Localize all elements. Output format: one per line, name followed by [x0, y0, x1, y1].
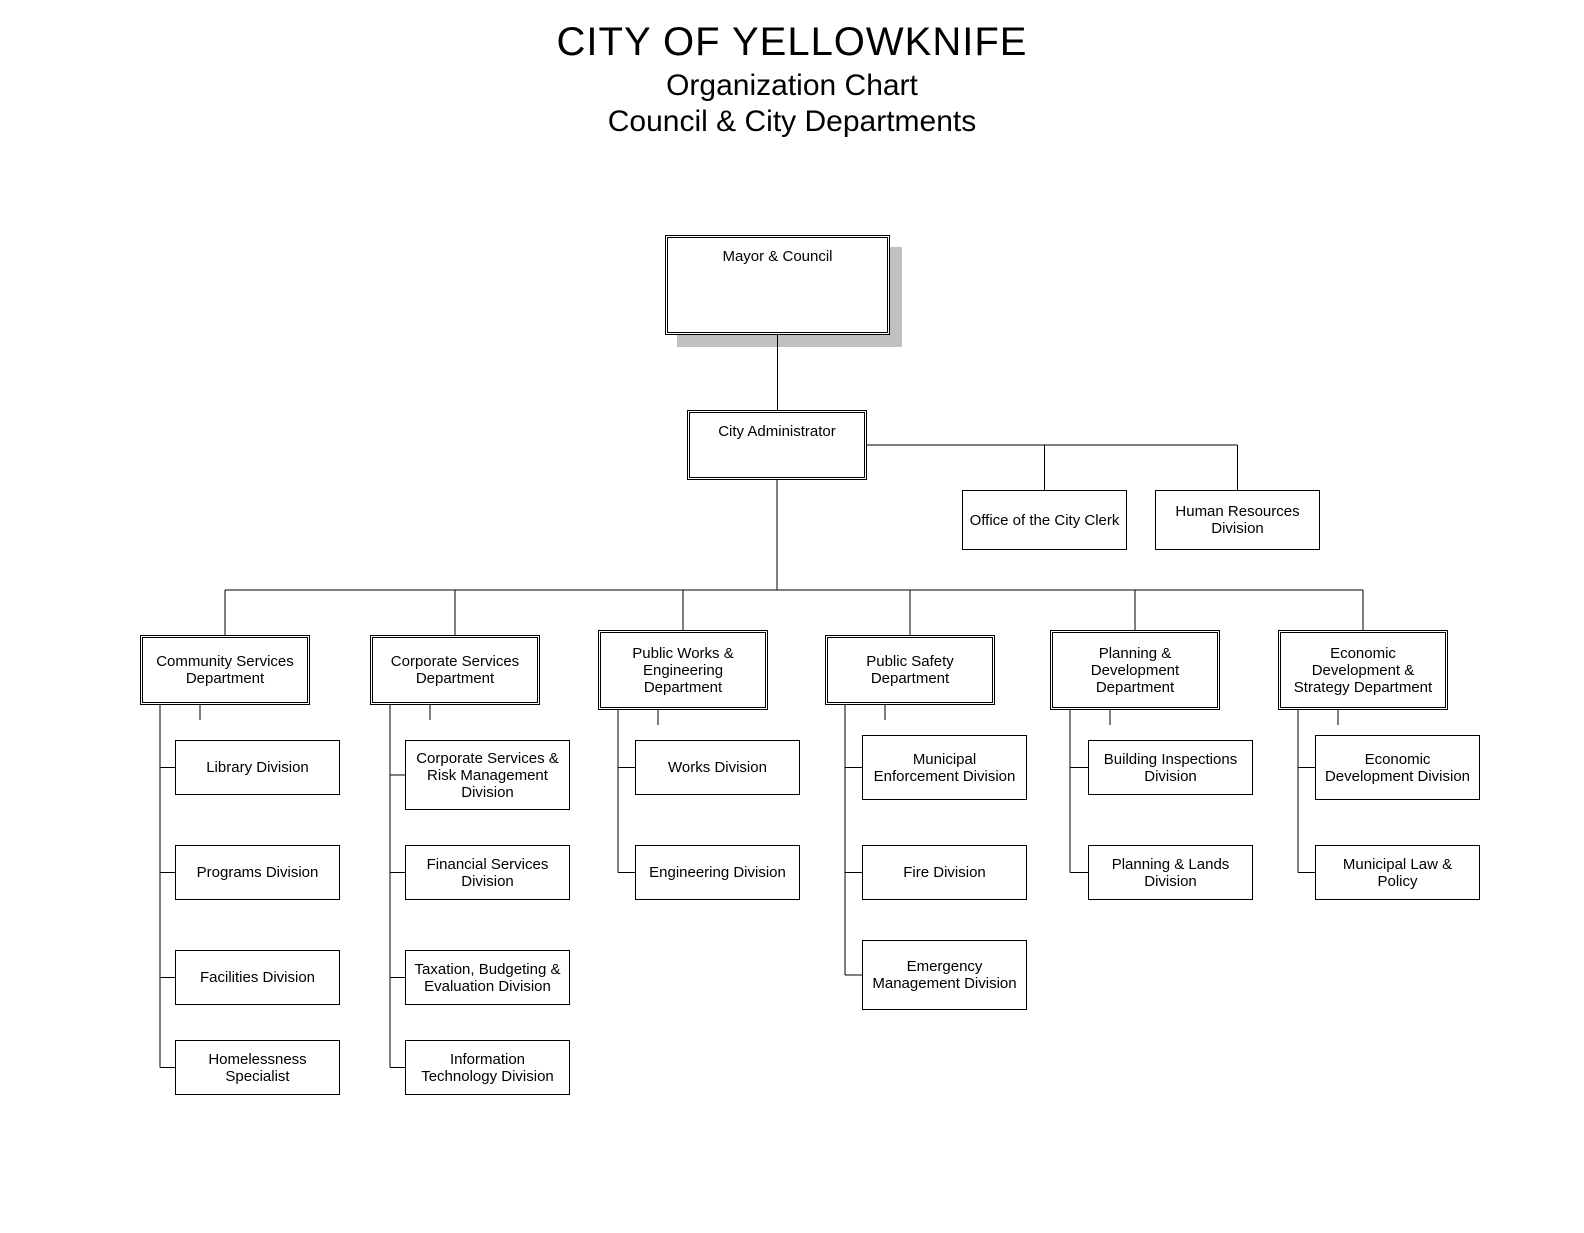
node-engdiv: Engineering Division [635, 845, 800, 900]
node-planlands: Planning & Lands Division [1088, 845, 1253, 900]
node-munilaw: Municipal Law & Policy [1315, 845, 1480, 900]
chart-title: CITY OF YELLOWKNIFE Organization Chart C… [0, 20, 1584, 141]
node-facilities: Facilities Division [175, 950, 340, 1005]
node-econdiv: Economic Development Division [1315, 735, 1480, 800]
node-mayor: Mayor & Council [665, 235, 890, 335]
node-planning: Planning & Development Department [1050, 630, 1220, 710]
node-admin: City Administrator [687, 410, 867, 480]
node-works: Works Division [635, 740, 800, 795]
node-corpsvc: Corporate Services Department [370, 635, 540, 705]
node-pubworks: Public Works & Engineering Department [598, 630, 768, 710]
node-homeless: Homelessness Specialist [175, 1040, 340, 1095]
node-clerk: Office of the City Clerk [962, 490, 1127, 550]
title-sub2: Council & City Departments [0, 105, 1584, 139]
node-commsvc: Community Services Department [140, 635, 310, 705]
node-corprisk: Corporate Services & Risk Management Div… [405, 740, 570, 810]
node-taxbudget: Taxation, Budgeting & Evaluation Divisio… [405, 950, 570, 1005]
title-main: CITY OF YELLOWKNIFE [0, 20, 1584, 65]
node-pubsafe: Public Safety Department [825, 635, 995, 705]
node-it: Information Technology Division [405, 1040, 570, 1095]
node-bldgins: Building Inspections Division [1088, 740, 1253, 795]
node-fire: Fire Division [862, 845, 1027, 900]
org-chart: Mayor & Council City Administrator Office … [0, 0, 1584, 1233]
node-finsvc: Financial Services Division [405, 845, 570, 900]
node-hr: Human Resources Division [1155, 490, 1320, 550]
node-programs: Programs Division [175, 845, 340, 900]
node-econdev: Economic Development & Strategy Departme… [1278, 630, 1448, 710]
title-sub1: Organization Chart [0, 69, 1584, 103]
node-library: Library Division [175, 740, 340, 795]
node-emerg: Emergency Management Division [862, 940, 1027, 1010]
node-munienf: Municipal Enforcement Division [862, 735, 1027, 800]
